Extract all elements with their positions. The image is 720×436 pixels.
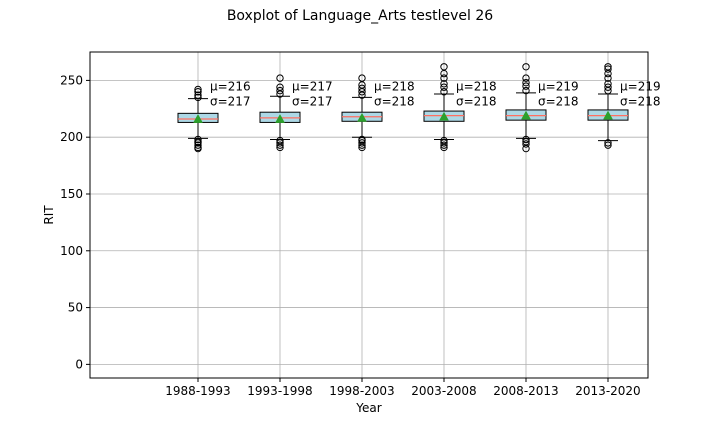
outlier-point xyxy=(194,88,202,96)
sigma-annotation: σ=218 xyxy=(374,95,415,109)
outlier-point xyxy=(604,80,612,88)
x-tick-label: 1998-2003 xyxy=(329,384,394,398)
mean-annotation: μ=218 xyxy=(374,80,415,94)
outlier-point xyxy=(358,141,366,149)
outlier-point xyxy=(440,141,448,149)
mean-marker xyxy=(275,114,285,123)
y-tick-label: 250 xyxy=(60,73,83,87)
outlier-point xyxy=(604,141,612,149)
outlier-point xyxy=(358,84,366,93)
x-axis-label: Year xyxy=(355,401,381,415)
chart-title: Boxplot of Language_Arts testlevel 26 xyxy=(227,8,493,24)
outlier-point xyxy=(440,74,448,82)
sigma-annotation: σ=218 xyxy=(620,95,661,109)
outlier-point xyxy=(522,140,530,148)
outlier-point xyxy=(604,139,612,147)
outlier-point xyxy=(194,91,202,99)
outlier-point xyxy=(358,135,366,144)
outlier-point xyxy=(276,83,284,91)
sigma-annotation: σ=218 xyxy=(456,95,497,109)
outlier-point xyxy=(194,93,202,102)
outlier-point xyxy=(440,88,448,96)
y-axis-label: RIT xyxy=(42,205,56,225)
outlier-point xyxy=(522,135,530,144)
mean-annotation: μ=219 xyxy=(620,80,661,94)
sigma-annotation: σ=217 xyxy=(210,95,251,109)
outlier-point xyxy=(440,139,448,147)
outlier-point xyxy=(522,86,530,95)
outlier-point xyxy=(522,78,530,87)
box-layer: μ=216σ=217μ=217σ=217μ=218σ=218μ=218σ=218… xyxy=(177,63,661,153)
outlier-point xyxy=(358,139,366,147)
x-tick-label: 2008-2013 xyxy=(493,384,558,398)
x-tick-label: 1993-1998 xyxy=(247,384,312,398)
tick-layer: 0 50 100 150 200 250 1988-1993 1993-1998 1998-20… xyxy=(60,73,641,398)
plot-frame xyxy=(89,51,649,379)
outlier-point xyxy=(194,85,202,94)
y-tick-label: 50 xyxy=(68,301,83,315)
outlier-point xyxy=(604,65,612,73)
outlier-point xyxy=(440,80,448,88)
y-tick-label: 200 xyxy=(60,130,83,144)
outlier-point xyxy=(358,74,366,82)
outlier-point xyxy=(440,136,448,145)
mean-annotation: μ=217 xyxy=(292,80,333,94)
sigma-annotation: σ=218 xyxy=(538,95,579,109)
outlier-point xyxy=(522,138,530,146)
mean-marker xyxy=(193,114,203,123)
outlier-point xyxy=(194,143,202,152)
outlier-point xyxy=(194,141,202,149)
outlier-point xyxy=(194,138,202,146)
y-tick-label: 100 xyxy=(60,244,83,258)
mean-marker xyxy=(357,112,367,122)
outlier-point xyxy=(440,83,448,91)
x-tick-label: 1988-1993 xyxy=(165,384,230,398)
outlier-point xyxy=(522,74,530,82)
mean-marker xyxy=(521,110,531,120)
outlier-point xyxy=(194,135,202,144)
outlier-point xyxy=(604,74,612,82)
outlier-point xyxy=(276,139,284,147)
outlier-point xyxy=(522,63,530,71)
mean-annotation: μ=219 xyxy=(538,80,579,94)
sigma-annotation: σ=217 xyxy=(292,95,333,109)
mean-marker xyxy=(439,111,449,121)
x-tick-label: 2013-2020 xyxy=(575,384,640,398)
y-tick-label: 0 xyxy=(75,357,83,371)
outlier-point xyxy=(522,82,530,90)
outlier-point xyxy=(604,83,612,91)
mean-annotation: μ=218 xyxy=(456,80,497,94)
outlier-point xyxy=(276,136,284,145)
outlier-point xyxy=(604,63,612,71)
y-tick-label: 150 xyxy=(60,187,83,201)
outlier-point xyxy=(276,86,284,95)
x-tick-label: 2003-2008 xyxy=(411,384,476,398)
outlier-point xyxy=(276,141,284,149)
outlier-point xyxy=(276,74,284,82)
mean-annotation: μ=216 xyxy=(210,80,251,94)
mean-marker xyxy=(603,110,613,120)
outlier-point xyxy=(440,63,448,71)
